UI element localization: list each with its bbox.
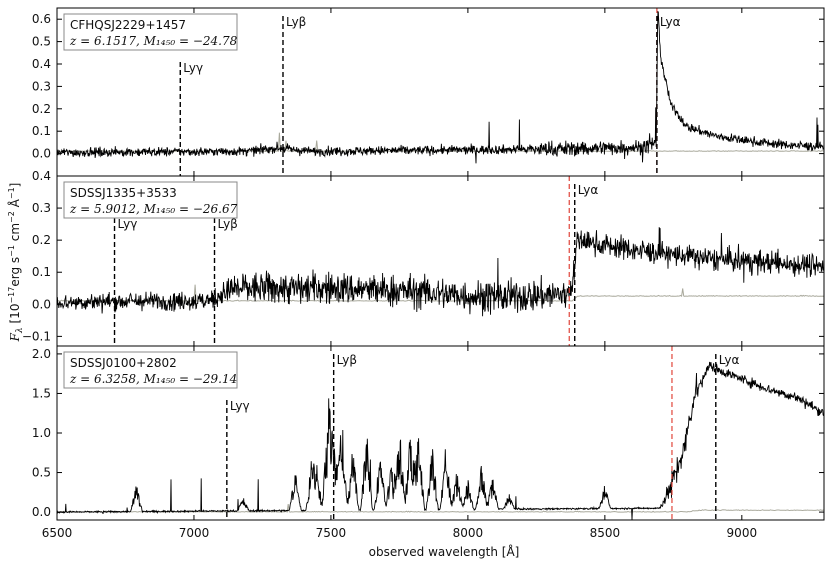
x-tick-label: 8000 bbox=[453, 526, 484, 540]
flux-spectrum-1 bbox=[57, 10, 824, 164]
y-tick-label: 0.0 bbox=[32, 505, 51, 519]
info-box-3 bbox=[63, 351, 238, 389]
y-tick-label: 0.5 bbox=[32, 466, 51, 480]
object-info: z = 5.9012, M₁₄₅₀ = −26.67 bbox=[69, 202, 238, 216]
panel-2: Lyγ Lyβ Lyα −0.1 0.0 0.1 0.2 0.3 0.4 SDSSJ1335+35… bbox=[22, 169, 825, 347]
info-box-2 bbox=[63, 181, 238, 219]
y-tick-label: 0.1 bbox=[32, 124, 51, 138]
y-axis-label: Fλ [10−17erg s−1 cm−2 Å−1] bbox=[7, 183, 25, 343]
y-tick-label: 0.0 bbox=[32, 297, 51, 311]
x-tick-label: 9000 bbox=[727, 526, 758, 540]
flux-spectrum-3 bbox=[57, 361, 824, 520]
noise-spectrum-2 bbox=[57, 284, 824, 302]
x-tick-label: 7000 bbox=[179, 526, 210, 540]
line-label-Lyγ: Lyγ bbox=[118, 217, 138, 231]
panels-group: Lyγ Lyβ Lyα 0.0 0.1 0.2 0.3 0.4 0.5 0.6 CFHQSJ2229… bbox=[22, 7, 825, 540]
y-tick-label: 0.3 bbox=[32, 201, 51, 215]
object-name: SDSSJ1335+3533 bbox=[70, 186, 177, 200]
y-tick-label: −0.1 bbox=[22, 329, 51, 343]
object-info: z = 6.3258, M₁₄₅₀ = −29.14 bbox=[69, 372, 237, 386]
y-tick-label: 1.5 bbox=[32, 386, 51, 400]
object-name: CFHQSJ2229+1457 bbox=[70, 18, 186, 32]
y-tick-label: 0.5 bbox=[32, 35, 51, 49]
flux-spectrum-2 bbox=[57, 227, 824, 317]
panel-3: Lyγ Lyβ Lyα 0.0 0.5 1.0 1.5 2.0 SDSSJ0100+2802 z … bbox=[32, 345, 825, 521]
x-tick-label: 8500 bbox=[590, 526, 621, 540]
line-label-Lyβ: Lyβ bbox=[286, 15, 306, 29]
line-label-Lyγ: Lyγ bbox=[183, 61, 203, 75]
line-label-Lyα: Lyα bbox=[719, 353, 740, 367]
y-tick-label: 0.4 bbox=[32, 169, 51, 183]
object-info: z = 6.1517, M₁₄₅₀ = −24.78 bbox=[69, 34, 238, 48]
y-tick-label: 0.2 bbox=[32, 102, 51, 116]
x-axis-label: observed wavelength [Å] bbox=[369, 544, 520, 559]
panel-1: Lyγ Lyβ Lyα 0.0 0.1 0.2 0.3 0.4 0.5 0.6 CFHQSJ2229… bbox=[32, 7, 825, 177]
panel-3-plot bbox=[57, 346, 824, 520]
x-tick-label: 7500 bbox=[316, 526, 347, 540]
line-label-Lyα: Lyα bbox=[578, 183, 599, 197]
y-tick-label: 0.2 bbox=[32, 233, 51, 247]
line-label-Lyγ: Lyγ bbox=[230, 399, 250, 413]
y-tick-label: 0.3 bbox=[32, 79, 51, 93]
y-tick-label: 2.0 bbox=[32, 347, 51, 361]
info-box-1 bbox=[63, 13, 238, 51]
y-tick-label: 0.1 bbox=[32, 265, 51, 279]
panel-2-plot bbox=[57, 176, 824, 346]
line-label-Lyβ: Lyβ bbox=[337, 353, 357, 367]
y-tick-label: 0.4 bbox=[32, 57, 51, 71]
object-name: SDSSJ0100+2802 bbox=[70, 356, 177, 370]
y-tick-label: 0.0 bbox=[32, 147, 51, 161]
line-label-Lyα: Lyα bbox=[660, 15, 681, 29]
svg-text:Fλ [10−17erg s−1 cm−2 Å−1]: Fλ [10−17erg s−1 cm−2 Å−1] bbox=[7, 183, 25, 343]
x-tick-label: 6500 bbox=[42, 526, 73, 540]
y-tick-label: 0.6 bbox=[32, 12, 51, 26]
y-tick-label: 1.0 bbox=[32, 426, 51, 440]
line-label-Lyβ: Lyβ bbox=[218, 217, 238, 231]
